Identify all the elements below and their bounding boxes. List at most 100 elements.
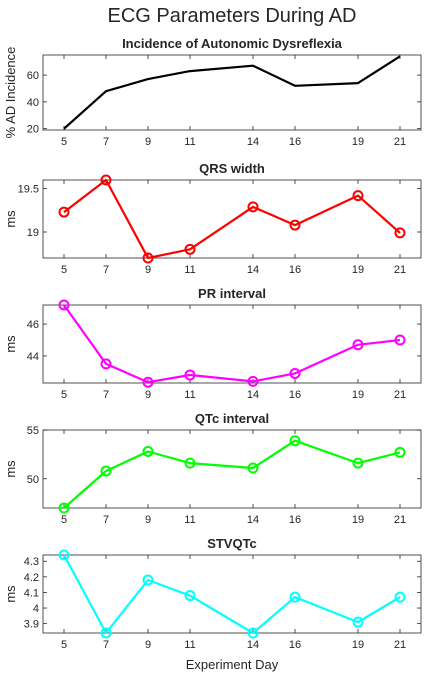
panel-5-data-point bbox=[394, 591, 406, 603]
panel-2-data-point bbox=[394, 227, 406, 239]
panel-5-x-tick-label: 19 bbox=[352, 639, 364, 651]
panel-5-data-point bbox=[58, 549, 70, 561]
panel-4-title: QTc interval bbox=[195, 411, 269, 426]
panel-3-data-point bbox=[394, 334, 406, 346]
panel-5-data-point bbox=[100, 627, 112, 639]
panel-2-x-tick-label: 16 bbox=[289, 264, 301, 276]
panel-5-y-tick-label: 4.3 bbox=[24, 556, 39, 568]
panel-2-title: QRS width bbox=[199, 161, 265, 176]
panel-5-data-point bbox=[184, 590, 196, 602]
panel-3-series-line bbox=[63, 304, 401, 384]
panel-2-data-point bbox=[142, 252, 154, 264]
panel-5-x-tick-label: 21 bbox=[394, 639, 406, 651]
panel-3-x-tick-label: 7 bbox=[103, 389, 109, 401]
panel-1-x-tick-label: 16 bbox=[289, 136, 301, 148]
panel-3-y-tick-label: 46 bbox=[27, 319, 39, 331]
panel-2-data-point bbox=[58, 206, 70, 218]
panel-3-y-tick-label: 44 bbox=[27, 351, 39, 363]
panel-3-title: PR interval bbox=[198, 286, 266, 301]
panel-3-data-point bbox=[352, 339, 364, 351]
panel-2-y-tick-label: 19.5 bbox=[18, 184, 39, 196]
panel-5-y-tick-label: 4 bbox=[33, 603, 39, 615]
panel-1-title: Incidence of Autonomic Dysreflexia bbox=[122, 36, 343, 51]
panel-3-data-point bbox=[247, 375, 259, 387]
panel-4: QTc interval ms 5 7 9 11 14 16 19 21 50 55 bbox=[3, 411, 422, 526]
panel-2-axes-box bbox=[42, 179, 422, 259]
panel-3-data-point bbox=[142, 376, 154, 388]
x-axis-label: Experiment Day bbox=[186, 657, 279, 672]
panel-5-series-line bbox=[63, 554, 401, 635]
panel-4-data-point bbox=[142, 445, 154, 457]
panel-5-x-tick-label: 5 bbox=[61, 639, 67, 651]
panel-3-x-tick-label: 11 bbox=[184, 389, 195, 401]
panel-5-x-tick-label: 16 bbox=[289, 639, 301, 651]
panel-4-x-tick-label: 14 bbox=[247, 514, 259, 526]
panel-4-y-tick-label: 55 bbox=[27, 425, 39, 437]
panel-2-y-tick-label: 19 bbox=[27, 227, 39, 239]
panel-4-x-tick-label: 7 bbox=[103, 514, 109, 526]
panel-5-x-tick-label: 7 bbox=[103, 639, 109, 651]
panel-2: QRS width ms 5 7 9 11 14 16 19 21 19 19.5 bbox=[3, 161, 422, 276]
panel-4-data-point bbox=[58, 502, 70, 514]
panel-5-y-tick-label: 4.2 bbox=[24, 572, 39, 584]
panel-1-x-tick-label: 5 bbox=[61, 136, 67, 148]
panel-2-data-point bbox=[100, 174, 112, 186]
panel-2-data-point bbox=[247, 201, 259, 213]
panel-5-x-tick-label: 9 bbox=[145, 639, 151, 651]
panel-1-x-tick-label: 19 bbox=[352, 136, 364, 148]
panel-1-x-tick-label: 21 bbox=[394, 136, 406, 148]
panel-5-data-point bbox=[352, 616, 364, 628]
panel-5-title: STVQTc bbox=[207, 536, 257, 551]
panel-1-x-tick-label: 9 bbox=[145, 136, 151, 148]
panel-2-data-point bbox=[184, 243, 196, 255]
panel-1-y-axis-label: % AD Incidence bbox=[3, 47, 18, 139]
panel-4-x-tick-label: 19 bbox=[352, 514, 364, 526]
panel-4-data-point bbox=[352, 457, 364, 469]
panel-3: PR interval ms 5 7 9 11 14 16 19 21 44 46 bbox=[3, 286, 422, 401]
panel-4-data-point bbox=[247, 462, 259, 474]
panel-5-data-point bbox=[289, 591, 301, 603]
panel-5-data-point bbox=[247, 627, 259, 639]
panel-2-y-axis-label: ms bbox=[3, 210, 18, 228]
panel-3-x-tick-label: 19 bbox=[352, 389, 364, 401]
panel-5-y-tick-label: 3.9 bbox=[24, 619, 39, 631]
panel-4-y-tick-label: 50 bbox=[27, 474, 39, 486]
panel-1-x-tick-label: 14 bbox=[247, 136, 259, 148]
panel-1: Incidence of Autonomic Dysreflexia % AD I… bbox=[3, 36, 422, 148]
panel-4-data-point bbox=[100, 465, 112, 477]
panel-5-x-tick-label: 11 bbox=[184, 639, 195, 651]
panel-5-x-tick-label: 14 bbox=[247, 639, 259, 651]
panel-3-data-point bbox=[289, 367, 301, 379]
panel-4-data-point bbox=[289, 435, 301, 447]
panel-4-y-axis-label: ms bbox=[3, 460, 18, 478]
panel-2-x-tick-label: 5 bbox=[61, 264, 67, 276]
panel-2-data-point bbox=[289, 219, 301, 231]
panel-2-x-tick-label: 14 bbox=[247, 264, 259, 276]
panel-2-x-tick-label: 11 bbox=[184, 264, 195, 276]
panel-4-data-point bbox=[394, 446, 406, 458]
panel-4-x-tick-label: 11 bbox=[184, 514, 195, 526]
panel-1-y-tick-label: 60 bbox=[27, 70, 39, 82]
panel-4-series-line bbox=[63, 439, 401, 509]
panel-4-x-tick-label: 5 bbox=[61, 514, 67, 526]
panel-1-series-line bbox=[63, 55, 401, 130]
panel-3-data-point bbox=[58, 299, 70, 311]
panel-3-x-tick-label: 5 bbox=[61, 389, 67, 401]
panel-5-y-tick-label: 4.1 bbox=[24, 587, 39, 599]
panel-2-x-tick-label: 19 bbox=[352, 264, 364, 276]
panel-1-axes-box bbox=[42, 54, 422, 131]
panel-2-x-tick-label: 21 bbox=[394, 264, 406, 276]
panel-5-y-axis-label: ms bbox=[3, 585, 18, 603]
panel-3-x-tick-label: 21 bbox=[394, 389, 406, 401]
panel-2-series-line bbox=[63, 178, 401, 260]
panel-3-data-point bbox=[100, 358, 112, 370]
panel-2-x-tick-label: 9 bbox=[145, 264, 151, 276]
panel-1-y-tick-label: 20 bbox=[27, 124, 39, 136]
panel-1-x-tick-label: 7 bbox=[103, 136, 109, 148]
panel-3-x-tick-label: 9 bbox=[145, 389, 151, 401]
panel-4-data-point bbox=[184, 457, 196, 469]
panel-4-x-tick-label: 9 bbox=[145, 514, 151, 526]
panel-3-x-tick-label: 14 bbox=[247, 389, 259, 401]
panel-3-data-point bbox=[184, 369, 196, 381]
